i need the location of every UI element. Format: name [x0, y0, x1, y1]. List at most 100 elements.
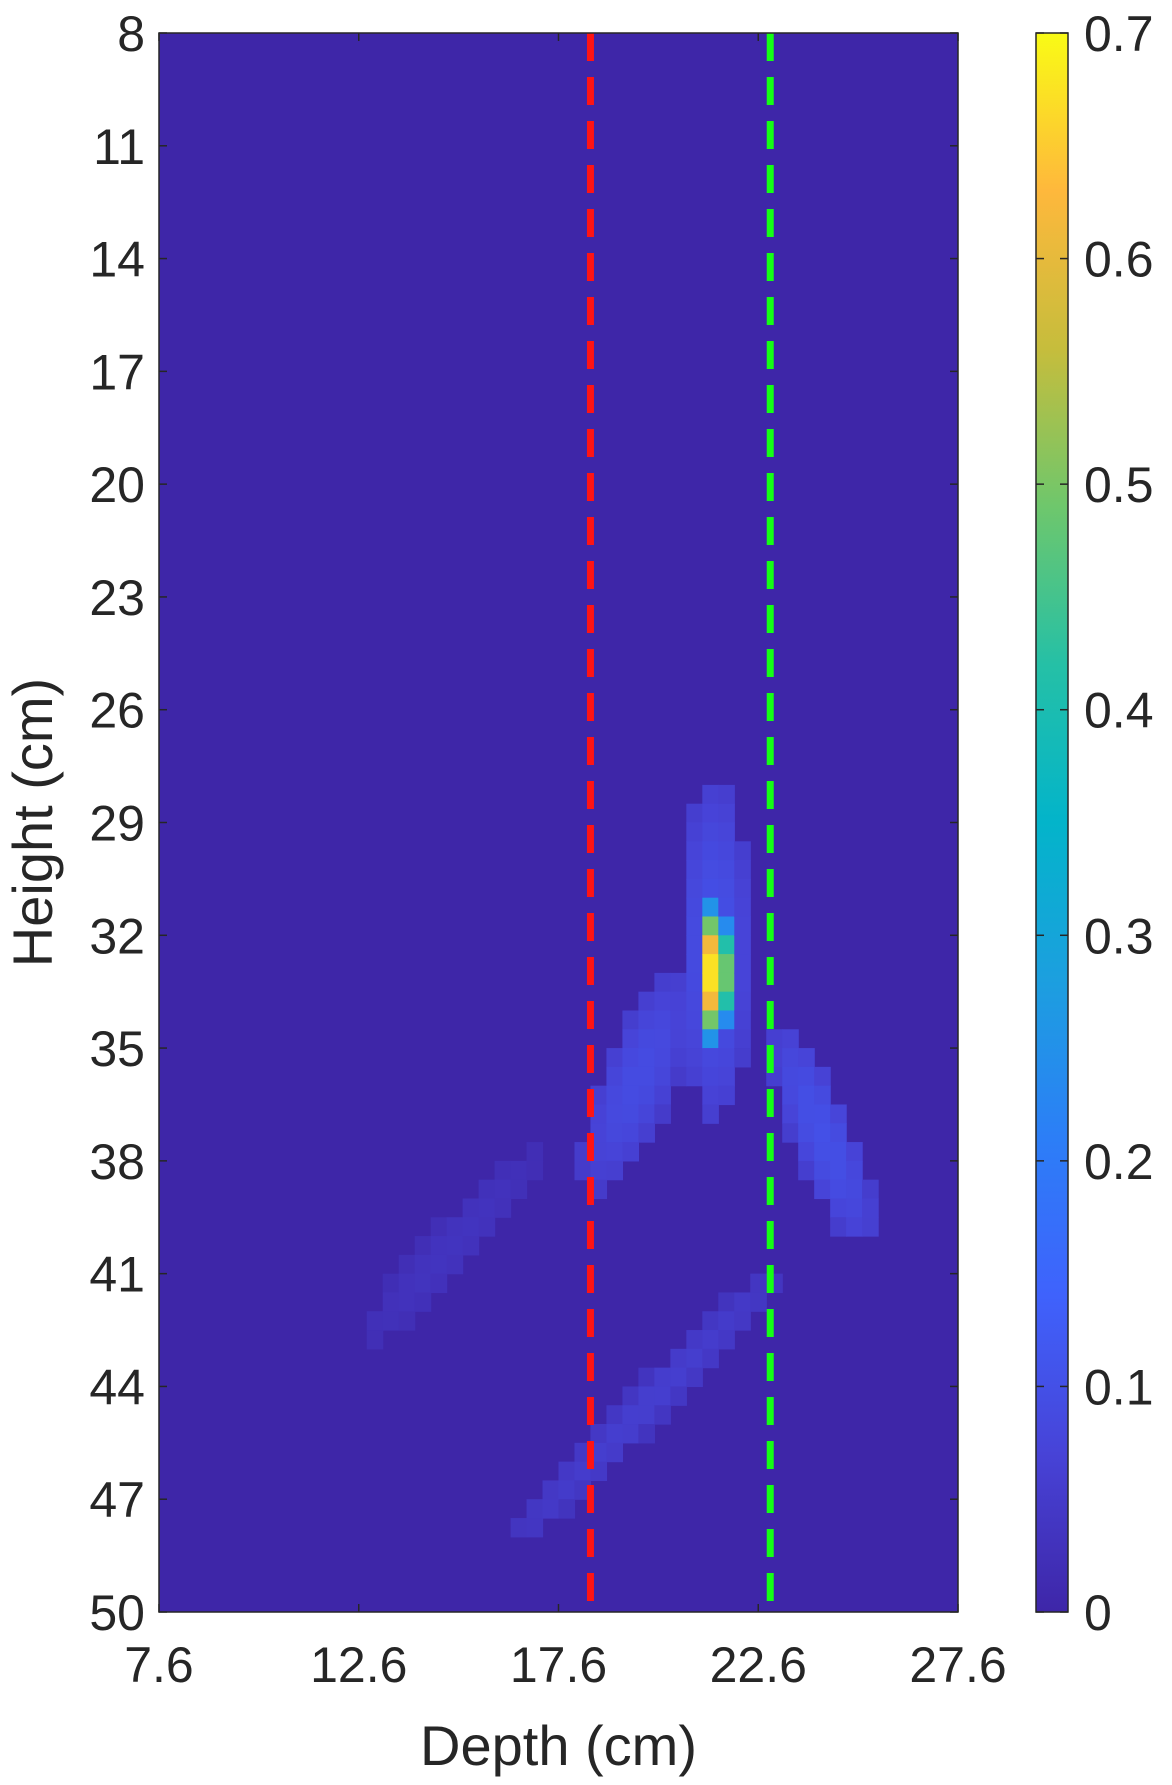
colorbar-tick-label: 0.2: [1084, 1134, 1154, 1190]
heatmap-cell: [846, 1217, 863, 1237]
heatmap-cell: [510, 1160, 528, 1181]
heatmap-background: [159, 33, 958, 1612]
heatmap-cell: [750, 1292, 767, 1312]
heatmap-cell: [654, 1048, 671, 1068]
heatmap-cell: [670, 1386, 687, 1406]
heatmap-cell: [366, 1311, 384, 1331]
heatmap-cell: [606, 1405, 624, 1425]
heatmap-cell: [622, 1066, 639, 1087]
heatmap-cell: [718, 784, 735, 805]
y-tick-label: 23: [89, 570, 145, 626]
heatmap-cell: [830, 1179, 847, 1200]
heatmap-cell: [718, 878, 735, 899]
heatmap-cell: [638, 1085, 655, 1106]
heatmap-cell: [686, 954, 703, 974]
x-tick-label: 17.6: [510, 1637, 607, 1693]
heatmap-cell: [702, 1348, 719, 1369]
heatmap-cell: [718, 1010, 735, 1030]
heatmap-cell: [654, 972, 671, 993]
heatmap-cell: [590, 1179, 608, 1200]
heatmap-cell: [686, 991, 703, 1012]
heatmap-cell: [718, 897, 735, 918]
heatmap-cell: [462, 1236, 480, 1256]
heatmap-cell: [686, 1066, 703, 1087]
heatmap-cell: [686, 822, 703, 842]
heatmap-cell: [782, 1066, 799, 1087]
heatmap-cell: [814, 1179, 831, 1200]
x-tick-label: 27.6: [909, 1637, 1006, 1693]
heatmap-cell: [718, 1330, 735, 1350]
heatmap-cell: [686, 916, 703, 936]
y-tick-label: 38: [89, 1134, 145, 1190]
heatmap-cell: [622, 1123, 639, 1143]
heatmap-cell: [622, 1424, 639, 1444]
heatmap-cell: [798, 1085, 815, 1106]
heatmap-cell: [734, 1292, 751, 1312]
heatmap-cell: [670, 1010, 687, 1030]
heatmap-cell: [718, 954, 735, 974]
heatmap-cell: [702, 916, 719, 936]
heatmap-cell: [398, 1311, 416, 1331]
heatmap-cell: [718, 860, 735, 880]
heatmap-cell: [622, 1029, 639, 1049]
heatmap-cell: [782, 1029, 799, 1049]
y-tick-label: 17: [89, 344, 145, 400]
heatmap-cell: [782, 1085, 799, 1106]
heatmap-cell: [654, 1066, 671, 1087]
heatmap-cell: [606, 1142, 624, 1162]
heatmap-cell: [686, 1029, 703, 1049]
heatmap-cell: [590, 1461, 608, 1482]
heatmap-cell: [606, 1160, 624, 1181]
heatmap-cell: [622, 1085, 639, 1106]
heatmap-cell: [494, 1198, 512, 1218]
heatmap-cell: [846, 1142, 863, 1162]
heatmap-cell: [782, 1123, 799, 1143]
heatmap-cell: [430, 1254, 448, 1275]
heatmap-cell: [702, 1311, 719, 1331]
heatmap-cell: [622, 1142, 639, 1162]
heatmap-cell: [718, 1292, 735, 1312]
heatmap-cell: [702, 1066, 719, 1087]
heatmap-cell: [622, 1048, 639, 1068]
heatmap-cell: [734, 1029, 751, 1049]
y-tick-label: 29: [89, 796, 145, 852]
heatmap-cell: [670, 1029, 687, 1049]
heatmap-cell: [686, 972, 703, 993]
heatmap-cell: [734, 1048, 751, 1068]
heatmap-cell: [734, 954, 751, 974]
heatmap-cell: [654, 1367, 671, 1388]
heatmap-cell: [606, 1442, 624, 1463]
heatmap-cell: [654, 1029, 671, 1049]
heatmap-cell: [638, 1386, 655, 1406]
heatmap-cell: [526, 1518, 544, 1538]
heatmap-cell: [798, 1123, 815, 1143]
heatmap-cell: [702, 841, 719, 861]
heatmap-cell: [638, 1123, 655, 1143]
heatmap-cell: [814, 1066, 831, 1087]
x-tick-label: 22.6: [710, 1637, 807, 1693]
heatmap-cell: [718, 935, 735, 955]
heatmap-cell: [734, 972, 751, 993]
heatmap-cell: [590, 1424, 608, 1444]
heatmap-cell: [590, 1085, 608, 1106]
heatmap-cell: [686, 878, 703, 899]
heatmap-cell: [734, 878, 751, 899]
heatmap-cell: [382, 1273, 400, 1294]
heatmap-cell: [814, 1085, 831, 1106]
heatmap-cell: [718, 916, 735, 936]
heatmap-cell: [622, 1010, 639, 1030]
heatmap-cell: [478, 1179, 496, 1200]
heatmap-cell: [702, 897, 719, 918]
heatmap-cell: [590, 1442, 608, 1463]
heatmap-cell: [718, 803, 735, 824]
heatmap-cell: [798, 1066, 815, 1087]
heatmap-cell: [782, 1048, 799, 1068]
heatmap-cell: [638, 1104, 655, 1124]
heatmap-cell: [414, 1292, 432, 1312]
heatmap-cell: [654, 1405, 671, 1425]
heatmap-cell: [686, 1330, 703, 1350]
colorbar-tick-label: 0.1: [1084, 1359, 1154, 1415]
heatmap-cell: [798, 1142, 815, 1162]
heatmap-cell: [702, 1085, 719, 1106]
heatmap-cell: [670, 972, 687, 993]
